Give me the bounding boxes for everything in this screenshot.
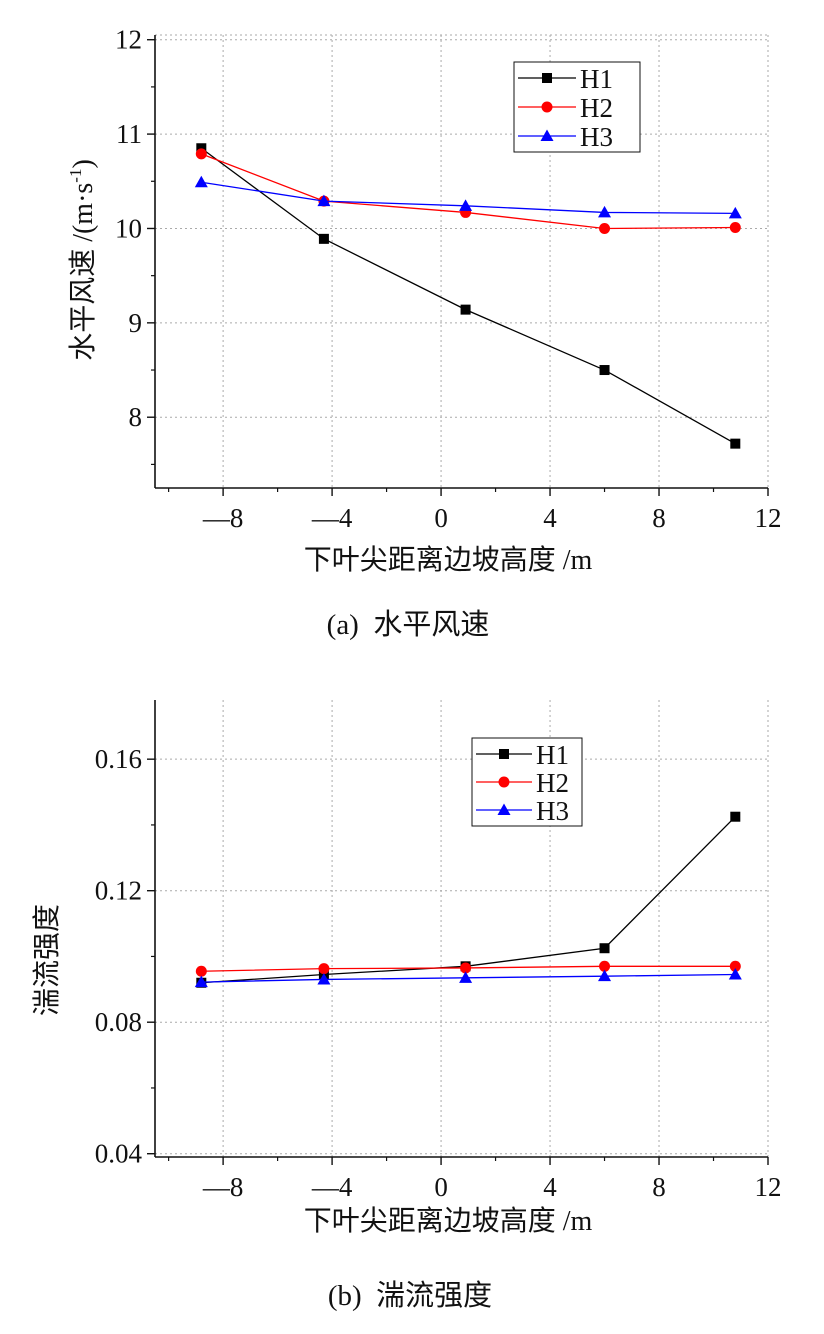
legend-label-h2: H2 [580, 93, 613, 123]
y-tick-label: 8 [129, 402, 143, 432]
data-point-h3 [194, 175, 208, 188]
legend-marker-h2 [541, 101, 553, 113]
x-tick-label: 12 [755, 1172, 782, 1202]
x-tick-label: 12 [755, 503, 782, 533]
data-point-h1 [196, 143, 207, 154]
y-tick-label: 9 [129, 308, 143, 338]
y-tick-label: 12 [115, 25, 142, 55]
x-tick-label: —8 [202, 503, 244, 533]
x-tick-label: 4 [543, 503, 557, 533]
y-axis-label: 湍流强度 [31, 904, 63, 1016]
legend-label-h3: H3 [580, 122, 613, 152]
series-line-h1 [200, 147, 736, 445]
series-line-h1 [201, 816, 736, 984]
y-tick-label: 0.04 [95, 1139, 143, 1169]
data-point-h1 [318, 233, 329, 244]
axes [147, 700, 769, 1165]
y-tick-label: 0.08 [95, 1007, 142, 1037]
data-point-h2 [460, 962, 472, 974]
data-point-h2 [599, 222, 611, 234]
data-point-h2 [195, 965, 207, 977]
data-point-h3 [728, 206, 742, 219]
data-point-h3 [317, 972, 331, 985]
data-point-h2 [195, 148, 207, 160]
x-tick-label: —4 [311, 503, 353, 533]
data-series [194, 143, 742, 449]
data-point-h3 [459, 199, 473, 211]
series-line-h2 [201, 153, 736, 230]
y-axis-label: 水平风速 /(m·s-1) [66, 159, 99, 361]
data-point-h1 [730, 438, 741, 449]
figure-caption: (b) 湍流强度 [328, 1279, 492, 1312]
y-axis-label-sup: -1 [66, 169, 85, 183]
data-point-h2 [729, 222, 741, 234]
x-tick-label: 4 [543, 1172, 557, 1202]
data-point-h2 [599, 960, 611, 972]
data-point-h3 [317, 194, 331, 207]
tick-labels: —8 —4 0 4 8 12 0.04 0.08 0.12 0.16 [95, 744, 782, 1202]
x-tick-label: —8 [202, 1172, 244, 1202]
y-axis-label-main: 水平风速 /(m·s [67, 183, 99, 361]
x-tick-label: 0 [434, 503, 448, 533]
legend-label-h1: H1 [580, 64, 613, 94]
y-tick-label: 0.12 [95, 876, 142, 906]
legend-marker-h1 [499, 749, 509, 759]
x-tick-label: —4 [311, 1172, 353, 1202]
figure-caption: (a) 水平风速 [327, 608, 490, 641]
grid-lines [155, 700, 769, 1157]
x-tick-label: 8 [652, 503, 666, 533]
y-tick-label: 0.16 [95, 744, 142, 774]
y-tick-label: 11 [116, 119, 142, 149]
data-point-h1 [460, 304, 471, 315]
data-point-h3 [598, 205, 612, 218]
x-tick-label: 0 [434, 1172, 448, 1202]
data-point-h3 [194, 975, 208, 988]
x-tick-label: 8 [652, 1172, 666, 1202]
legend-marker-h3 [497, 803, 511, 815]
data-point-h3 [598, 969, 612, 982]
y-tick-label: 10 [115, 213, 142, 243]
data-point-h1 [599, 943, 610, 954]
legend-marker-h1 [542, 73, 552, 83]
legend-label-h1: H1 [536, 740, 569, 770]
x-axis-label: 下叶尖距离边坡高度 /m [304, 544, 593, 576]
data-point-h1 [730, 811, 741, 822]
grid-lines [155, 34, 769, 488]
legend-label-h2: H2 [536, 768, 569, 798]
legend-label-h3: H3 [536, 796, 569, 826]
y-axis-label-close: ) [68, 159, 99, 168]
data-point-h3 [459, 971, 473, 983]
axes [147, 35, 769, 496]
data-series [194, 811, 742, 988]
data-point-h2 [318, 963, 330, 975]
data-point-h2 [729, 960, 741, 972]
data-point-h1 [599, 365, 610, 376]
tick-labels: —8 —4 0 4 8 12 8 9 10 11 12 [115, 25, 782, 533]
legend-marker-h2 [498, 776, 510, 788]
x-axis-label: 下叶尖距离边坡高度 /m [304, 1205, 593, 1237]
legend-marker-h3 [540, 129, 554, 141]
data-point-h3 [728, 968, 742, 980]
